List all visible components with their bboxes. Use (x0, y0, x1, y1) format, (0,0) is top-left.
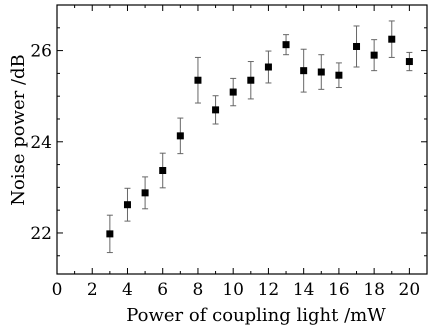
y-axis-label: Noise power /dB (8, 54, 29, 206)
x-tick-label: 2 (87, 280, 98, 300)
x-tick-label: 6 (157, 280, 168, 300)
data-point (388, 35, 396, 43)
x-tick-label: 8 (193, 280, 204, 300)
x-tick-label: 10 (222, 280, 244, 300)
data-point (141, 189, 149, 197)
data-point (264, 63, 272, 71)
data-point (317, 68, 325, 76)
y-tick-label: 24 (30, 133, 52, 153)
data-point (159, 167, 167, 175)
data-point (176, 132, 184, 140)
x-axis-label: Power of coupling light /mW (126, 305, 386, 326)
y-tick-label: 22 (30, 224, 52, 244)
x-tick-label: 0 (52, 280, 63, 300)
x-tick-label: 20 (399, 280, 421, 300)
data-points (106, 35, 413, 238)
data-point (300, 67, 308, 75)
data-point (194, 76, 202, 84)
data-point (335, 71, 343, 79)
axes (56, 4, 428, 275)
x-tick-label: 12 (258, 280, 280, 300)
data-point (229, 88, 237, 96)
data-point (106, 230, 114, 238)
x-tick-label: 4 (122, 280, 133, 300)
x-tick-label: 14 (293, 280, 315, 300)
x-tick-label: 16 (328, 280, 350, 300)
error-bars (106, 20, 413, 254)
data-point (212, 106, 220, 114)
plot-frame (56, 4, 428, 275)
data-point (405, 58, 413, 66)
data-point (247, 76, 255, 84)
data-point (282, 41, 290, 49)
data-point (370, 51, 378, 59)
y-tick-label: 26 (30, 42, 52, 62)
x-tick-label: 18 (363, 280, 385, 300)
data-point (123, 201, 131, 209)
data-point (353, 42, 361, 50)
